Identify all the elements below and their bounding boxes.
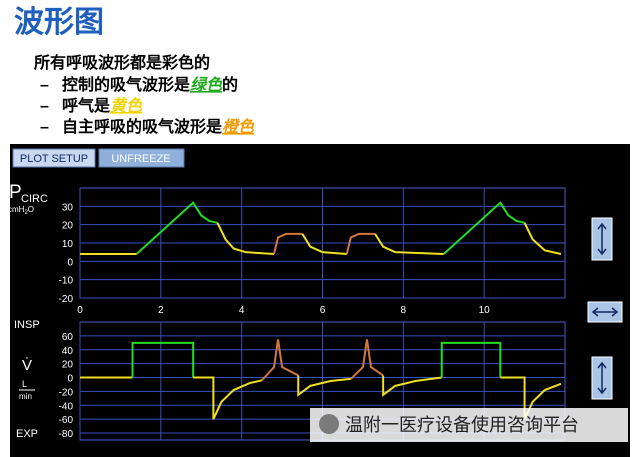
waveform-segment — [273, 232, 303, 255]
waveform-segment — [131, 341, 195, 378]
bullet-text: 自主呼吸的吸气波形是橙色 — [62, 117, 255, 136]
button-label[interactable]: UNFREEZE — [111, 153, 170, 165]
bullet-text: 控制的吸气波形是绿色的 — [62, 75, 238, 94]
arrow-icon — [597, 222, 607, 256]
axis-label: V̇ — [22, 357, 32, 374]
bullet-highlight: 黄色 — [110, 97, 143, 115]
bullet-marker: – — [40, 98, 49, 115]
bullet-highlight: 橙色 — [222, 118, 255, 136]
y-tick-label: -80 — [59, 429, 74, 440]
y-tick-label: -40 — [59, 401, 74, 412]
y-tick-label: 30 — [62, 202, 74, 213]
y-tick-label: 10 — [62, 239, 74, 250]
insp-label: INSP — [14, 319, 40, 331]
x-tick-label: 10 — [479, 305, 491, 316]
waveform-segment — [350, 339, 384, 380]
waveform-segment — [193, 376, 263, 420]
y-tick-label: 0 — [67, 257, 73, 268]
x-tick-label: 0 — [77, 305, 83, 316]
arrow-icon — [597, 361, 607, 395]
x-tick-label: 8 — [401, 305, 407, 316]
waveform-segment — [440, 341, 502, 378]
bullet-body: 控制的吸气波形是 — [62, 75, 190, 94]
intro: 所有呼吸波形都是彩色的 — [34, 53, 210, 72]
x-tick-label: 2 — [158, 305, 164, 316]
exp-label: EXP — [16, 428, 38, 440]
bullet-text: 呼气是黄色 — [62, 96, 143, 115]
unit-bottom: min — [19, 392, 32, 401]
axis-label-sub: CIRC — [21, 193, 48, 205]
y-tick-label: -10 — [59, 276, 74, 287]
y-tick-label: -60 — [59, 415, 74, 426]
waveform-segment — [374, 233, 444, 255]
y-tick-label: 40 — [62, 346, 74, 357]
y-tick-label: 60 — [62, 332, 74, 343]
scroll-buttons — [587, 217, 623, 400]
slide-title: 波形图 — [14, 6, 104, 39]
x-tick-label: 4 — [239, 305, 245, 316]
bullet-highlight: 绿色 — [190, 76, 223, 94]
bullet-marker: – — [40, 119, 49, 136]
x-tick-label: 6 — [320, 305, 326, 316]
unit-sub: 2 — [24, 210, 28, 216]
bullet-suffix: 的 — [222, 75, 238, 94]
wechat-icon — [319, 414, 339, 434]
arrow-icon — [591, 307, 619, 317]
watermark-box — [310, 408, 628, 442]
y-tick-label: -20 — [59, 387, 74, 398]
pressure-labels: P CIRC cmH2O — [8, 182, 48, 216]
unfreeze-button[interactable] — [98, 148, 185, 168]
waveform-segment — [301, 233, 347, 255]
bullet-marker: – — [40, 77, 49, 94]
waveform-segment — [297, 375, 351, 397]
unit-text: cmH — [8, 205, 25, 214]
y-tick-label: 20 — [62, 221, 74, 232]
plot-setup-button[interactable] — [12, 148, 96, 168]
waveform-segment — [443, 201, 525, 255]
bullet-list: – 控制的吸气波形是绿色的– 呼气是黄色– 自主呼吸的吸气波形是橙色 — [40, 75, 255, 136]
bullet-body: 呼气是 — [62, 96, 110, 115]
unit-end: O — [28, 205, 34, 214]
y-tick-label: 0 — [67, 374, 73, 385]
unit-top: L — [22, 379, 27, 389]
y-tick-label: 20 — [62, 360, 74, 371]
waveform-segment — [216, 222, 275, 255]
waveform-segment — [135, 201, 218, 255]
y-tick-label: -20 — [59, 294, 74, 305]
watermark: 温附一医疗设备使用咨询平台 — [345, 415, 579, 435]
axis-label: P — [9, 182, 22, 203]
unit: cmH2O — [8, 205, 34, 216]
waveform-segment — [382, 375, 442, 397]
flow-labels: INSP V̇ L min EXP — [14, 319, 40, 440]
waveform-segment — [261, 339, 299, 381]
bullet-body: 自主呼吸的吸气波形是 — [62, 117, 222, 136]
waveform-segment — [523, 222, 562, 255]
button-label[interactable]: PLOT SETUP — [20, 153, 88, 165]
waveform-segment — [345, 232, 376, 255]
